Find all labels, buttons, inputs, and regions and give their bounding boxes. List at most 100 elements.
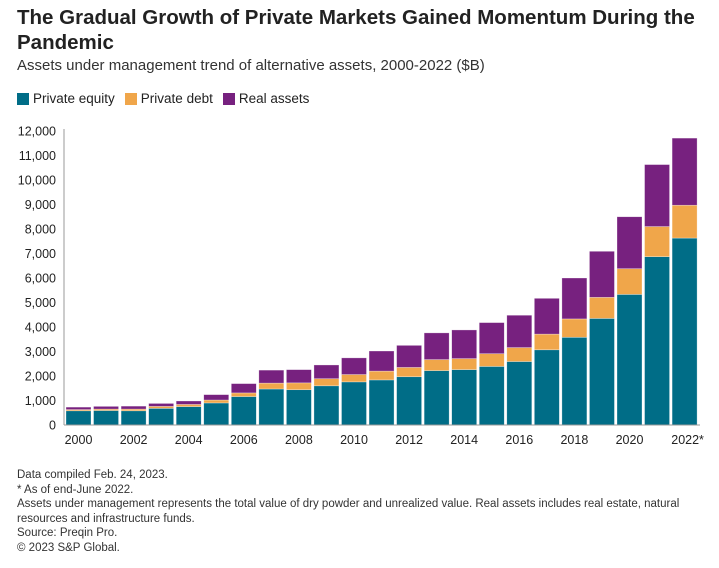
bar-segment (313, 378, 340, 387)
bar-segment (203, 402, 230, 426)
bar-segment (644, 226, 670, 257)
bar-segment (341, 374, 367, 383)
bar-segment (534, 298, 560, 335)
note-definition: Assets under management represents the t… (17, 498, 680, 525)
bar-segment (506, 347, 533, 362)
y-tick-label: 6,000 (25, 272, 56, 286)
bar-segment (313, 385, 340, 426)
bar-segment (258, 382, 285, 390)
bar-segment (478, 366, 505, 426)
bar-segment (423, 370, 450, 426)
x-tick-label: 2004 (175, 433, 203, 447)
x-tick-label: 2020 (616, 433, 644, 447)
y-tick-label: 1,000 (25, 394, 56, 408)
legend-label: Private debt (140, 91, 213, 106)
bar-segment (203, 394, 230, 401)
bar-segment (203, 399, 230, 404)
legend-item: Real assets (222, 91, 310, 106)
y-tick-label: 9,000 (25, 198, 56, 212)
y-tick-label: 4,000 (25, 321, 56, 335)
legend-swatch (17, 92, 29, 105)
bar-segment (671, 237, 698, 426)
bar-segment (148, 408, 174, 426)
bar-segment (93, 406, 119, 410)
bar-segment (368, 350, 395, 372)
bar-segment (231, 392, 257, 397)
x-tick-label: 2014 (450, 433, 478, 447)
bar-segment (616, 216, 643, 269)
y-tick-label: 2,000 (25, 370, 56, 384)
x-tick-label: 2002 (120, 433, 148, 447)
bar-segment (175, 404, 202, 407)
bar-segment (258, 369, 285, 384)
y-tick-label: 12,000 (18, 125, 56, 139)
bar-segment (534, 333, 560, 351)
note-source: Source: Preqin Pro. (17, 527, 118, 539)
bar-segment (65, 410, 92, 426)
bar-segment (451, 369, 478, 426)
x-tick-label: 2018 (560, 433, 588, 447)
chart-subtitle: Assets under management trend of alterna… (17, 57, 485, 74)
y-tick-label: 7,000 (25, 247, 56, 261)
bar-segment (396, 376, 422, 426)
legend-label: Real assets (238, 91, 310, 106)
bar-segment (671, 137, 698, 206)
y-tick-label: 10,000 (18, 174, 56, 188)
bar-segment (175, 400, 202, 405)
bar-segment (175, 406, 202, 426)
bar-segment (561, 318, 588, 338)
bar-segment (589, 297, 615, 319)
bar-segment (286, 382, 312, 391)
bar-segment (644, 256, 670, 426)
note-asterisk: * As of end-June 2022. (17, 483, 134, 496)
x-tick-label: 2010 (340, 433, 368, 447)
bar-segment (671, 204, 698, 239)
legend: Private equity Private debt Real assets (17, 91, 309, 106)
bar-segment (534, 349, 560, 426)
bar-segment (423, 359, 450, 371)
bar-segment (368, 379, 395, 426)
bar-segment (65, 406, 92, 410)
x-tick-label: 2016 (505, 433, 533, 447)
x-tick-label: 2012 (395, 433, 423, 447)
bar-segment (231, 396, 257, 426)
bar-segment (313, 364, 340, 379)
bar-segment (506, 314, 533, 348)
legend-item: Private debt (124, 91, 213, 106)
legend-swatch (222, 92, 235, 105)
bar-segment (616, 268, 643, 295)
x-tick-label: 2006 (230, 433, 258, 447)
legend-swatch (124, 92, 137, 105)
bar-segment (341, 381, 367, 426)
y-tick-label: 11,000 (19, 149, 56, 163)
bar-segment (506, 361, 533, 426)
y-tick-label: 8,000 (25, 223, 56, 237)
chart-title: The Gradual Growth of Private Markets Ga… (17, 6, 695, 54)
bar-segment (451, 329, 478, 359)
bar-segment (341, 357, 367, 375)
x-tick-label: 2008 (285, 433, 313, 447)
x-tick-label: 2022* (671, 433, 704, 447)
stacked-bar-chart: 0 1,000 2,000 3,000 4,000 5,000 6,000 7,000 8,00… (18, 125, 704, 448)
bar-segment (561, 277, 588, 320)
y-tick-label: 0 (49, 419, 56, 433)
bar-segment (451, 358, 478, 370)
bar-segment (148, 403, 174, 407)
note-compiled: Data compiled Feb. 24, 2023. (17, 469, 168, 481)
bar-segment (396, 367, 422, 378)
legend-item: Private equity (17, 91, 115, 106)
bar-segment (120, 410, 147, 426)
legend-label: Private equity (33, 91, 115, 106)
note-copyright: © 2023 S&P Global. (17, 541, 120, 554)
footnotes: Data compiled Feb. 24, 2023. * As of end… (17, 468, 707, 555)
x-tick-label: 2000 (65, 433, 93, 447)
bar-segment (478, 353, 505, 367)
bar-segment (286, 389, 312, 426)
bar-segment (478, 322, 505, 355)
bar-segment (644, 164, 670, 227)
bar-segment (589, 318, 615, 426)
bar-segment (231, 383, 257, 394)
bar-segment (286, 369, 312, 384)
bar-segment (368, 370, 395, 381)
y-tick-label: 5,000 (25, 296, 56, 310)
